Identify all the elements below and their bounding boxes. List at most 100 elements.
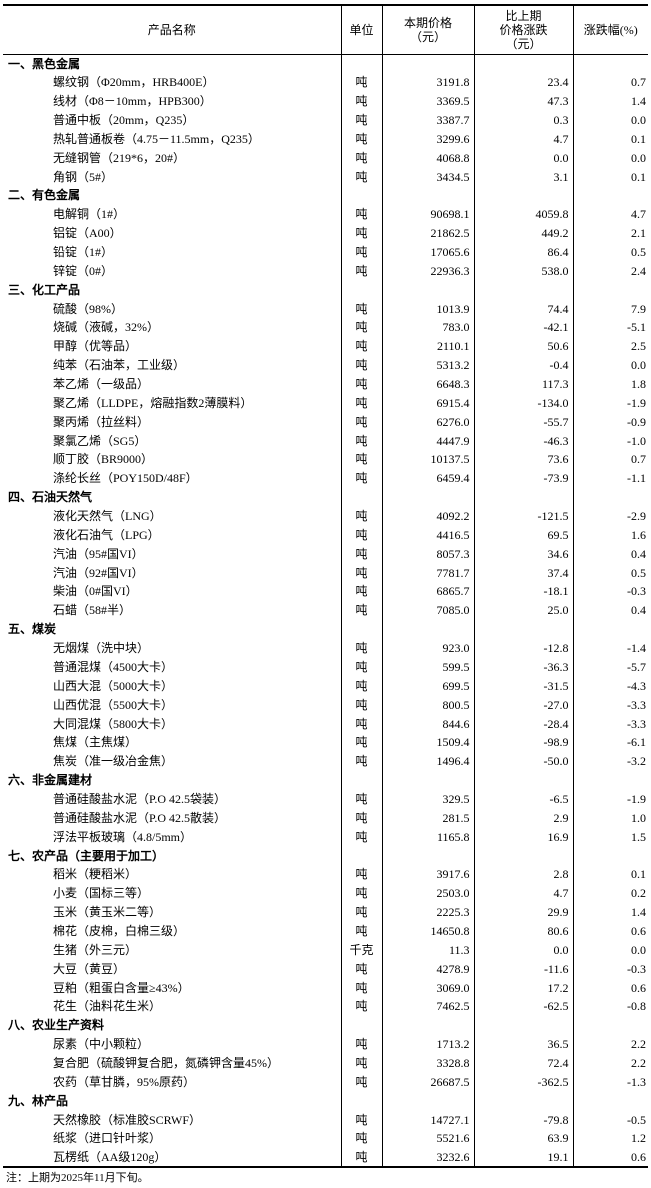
section-title: 五、煤炭 [8,622,57,637]
empty-cell [572,487,648,507]
change-percent: 0.0 [572,355,648,375]
price-change: 72.4 [473,1053,573,1073]
change-percent: 0.6 [572,921,648,941]
price-change: 117.3 [473,374,573,394]
empty-cell [572,1015,648,1035]
current-price: 11.3 [381,940,474,960]
change-percent: 2.5 [572,336,648,356]
current-price: 21862.5 [381,223,474,243]
table-row: 无烟煤（洗中块） 吨 923.0 -12.8 -1.4 [3,638,648,658]
change-percent: 0.1 [572,129,648,149]
empty-cell [572,54,648,73]
price-change: 0.3 [473,110,573,130]
table-row: 液化天然气（LNG） 吨 4092.2 -121.5 -2.9 [3,506,648,526]
empty-cell [473,770,573,790]
current-price: 4416.5 [381,525,474,545]
table-row: 稻米（粳稻米） 吨 3917.6 2.8 0.1 [3,864,648,884]
product-name: 螺纹钢（Φ20mm，HRB400E） [53,75,215,90]
table-row: 柴油（0#国VI） 吨 6865.7 -18.1 -0.3 [3,582,648,601]
change-percent: -0.9 [572,412,648,432]
change-percent: 2.2 [572,1034,648,1054]
price-change: -98.9 [473,732,573,752]
price-change: 2.8 [473,864,573,884]
price-change: -79.8 [473,1110,573,1129]
table-row: 汽油（92#国VI） 吨 7781.7 37.4 0.5 [3,563,648,583]
change-percent: 4.7 [572,204,648,224]
table-row: 大豆（黄豆） 吨 4278.9 -11.6 -0.3 [3,959,648,979]
table-row: 铅锭（1#） 吨 17065.6 86.4 0.5 [3,242,648,262]
unit: 吨 [340,695,382,715]
price-change: -55.7 [473,412,573,432]
unit: 吨 [340,1034,382,1054]
unit: 吨 [340,1072,382,1092]
table-row: 农药（草甘膦，95%原药） 吨 26687.5 -362.5 -1.3 [3,1072,648,1092]
change-percent: 2.4 [572,261,648,281]
change-percent: -3.3 [572,695,648,715]
table-row: 石蜡（58#半） 吨 7085.0 25.0 0.4 [3,600,648,620]
price-change: 73.6 [473,450,573,469]
unit: 吨 [340,204,382,224]
change-percent: 2.1 [572,223,648,243]
header-change: 比上期 价格涨跌 （元） [473,5,573,55]
change-percent: 2.2 [572,1053,648,1073]
current-price: 22936.3 [381,261,474,281]
empty-cell [381,186,474,205]
current-price: 1496.4 [381,751,474,771]
product-name: 线材（Φ8－10mm，HPB300） [53,94,212,109]
table-row: 甲醇（优等品） 吨 2110.1 50.6 2.5 [3,336,648,356]
table-row: 线材（Φ8－10mm，HPB300） 吨 3369.5 47.3 1.4 [3,91,648,111]
change-percent: -1.9 [572,789,648,809]
current-price: 2225.3 [381,902,474,922]
change-percent: -1.9 [572,393,648,413]
table-row: 纯苯（石油苯，工业级） 吨 5313.2 -0.4 0.0 [3,355,648,375]
product-name: 玉米（黄玉米二等） [53,905,162,920]
empty-cell [340,770,382,790]
table-row: 普通硅酸盐水泥（P.O 42.5散装） 吨 281.5 2.9 1.0 [3,808,648,828]
unit: 吨 [340,525,382,545]
unit: 吨 [340,657,382,677]
table-row: 焦煤（主焦煤） 吨 1509.4 -98.9 -6.1 [3,732,648,752]
product-name: 瓦楞纸（AA级120g） [53,1149,167,1164]
change-percent: 0.0 [572,940,648,960]
product-name: 液化石油气（LPG） [53,527,160,542]
header-price-line2: （元） [409,29,446,44]
table-row: 大同混煤（5800大卡） 吨 844.6 -28.4 -3.3 [3,714,648,733]
change-percent: -1.4 [572,638,648,658]
unit: 吨 [340,299,382,319]
price-change: 37.4 [473,563,573,583]
section-row: 九、林产品 [3,1091,648,1111]
price-change: 17.2 [473,978,573,997]
change-percent: -5.7 [572,657,648,677]
current-price: 8057.3 [381,544,474,564]
header-pct: 涨跌幅(%) [572,5,648,55]
change-percent: -0.3 [572,582,648,601]
change-percent: 1.8 [572,374,648,394]
table-row: 热轧普通板卷（4.75－11.5mm，Q235） 吨 3299.6 4.7 0.1 [3,129,648,149]
current-price: 17065.6 [381,242,474,262]
empty-cell [340,846,382,865]
empty-cell [572,846,648,865]
change-percent: -5.1 [572,318,648,337]
change-percent: -0.8 [572,996,648,1016]
section-row: 五、煤炭 [3,619,648,639]
section-title: 四、石油天然气 [8,490,93,505]
section-row: 三、化工产品 [3,280,648,300]
empty-cell [340,186,382,205]
unit: 吨 [340,129,382,149]
table-row: 花生（油料花生米） 吨 7462.5 -62.5 -0.8 [3,996,648,1016]
table-row: 硫酸（98%） 吨 1013.9 74.4 7.9 [3,299,648,319]
current-price: 2503.0 [381,883,474,903]
unit: 吨 [340,412,382,432]
table-row: 铝锭（A00） 吨 21862.5 449.2 2.1 [3,223,648,243]
current-price: 281.5 [381,808,474,828]
unit: 吨 [340,393,382,413]
header-change-line2: 价格涨跌 [499,22,548,37]
current-price: 7085.0 [381,600,474,620]
price-change: 3.1 [473,167,573,187]
product-name: 纯苯（石油苯，工业级） [53,358,186,373]
empty-cell [381,280,474,300]
table-row: 山西优混（5500大卡） 吨 800.5 -27.0 -3.3 [3,695,648,715]
change-percent: 0.5 [572,242,648,262]
current-price: 4092.2 [381,506,474,526]
table-row: 顺丁胶（BR9000） 吨 10137.5 73.6 0.7 [3,450,648,469]
